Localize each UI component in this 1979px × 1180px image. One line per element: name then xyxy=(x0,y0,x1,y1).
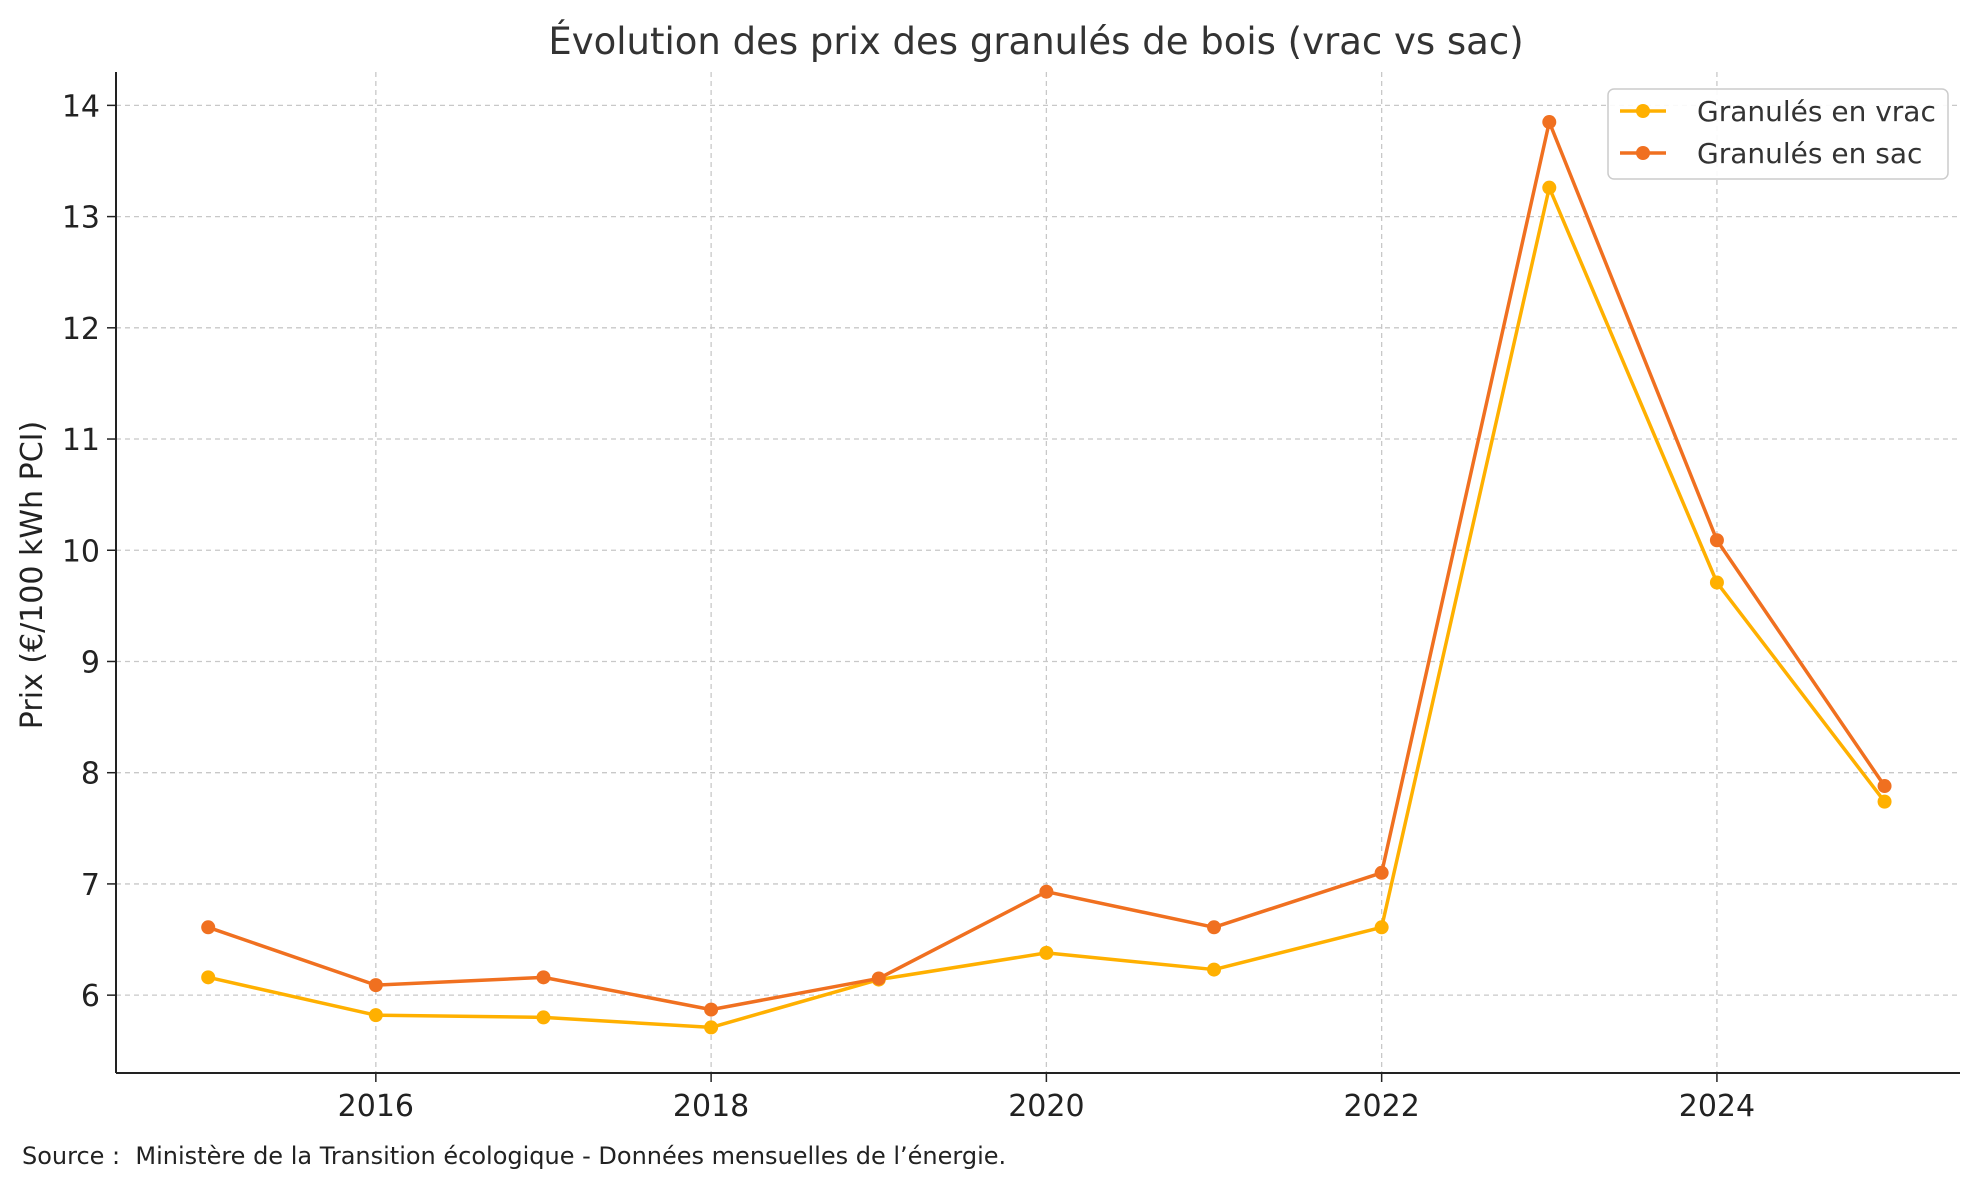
data-point xyxy=(1709,533,1724,548)
data-point xyxy=(1039,945,1054,960)
data-point xyxy=(368,978,383,993)
data-point xyxy=(871,971,886,986)
legend-marker-1 xyxy=(1636,146,1650,160)
legend-label-0: Granulés en vrac xyxy=(1697,95,1936,128)
data-point xyxy=(1374,865,1389,880)
data-point xyxy=(368,1008,383,1023)
data-point xyxy=(1542,180,1557,195)
legend: Granulés en vrac Granulés en sac xyxy=(1607,88,1949,180)
legend-box xyxy=(1607,88,1949,180)
data-point xyxy=(1709,575,1724,590)
y-tick-label: 9 xyxy=(81,645,100,680)
grid-lines xyxy=(116,72,1960,1073)
x-tick-label: 2016 xyxy=(338,1089,414,1124)
data-point xyxy=(536,970,551,985)
data-point xyxy=(201,970,216,985)
y-tick-label: 14 xyxy=(62,89,100,124)
y-tick-label: 12 xyxy=(62,312,100,347)
data-point xyxy=(704,1002,719,1017)
data-series xyxy=(201,115,1892,1035)
data-point xyxy=(1207,920,1222,935)
x-tick-label: 2024 xyxy=(1679,1089,1755,1124)
data-point xyxy=(1374,920,1389,935)
data-point xyxy=(536,1010,551,1025)
data-point xyxy=(1542,115,1557,130)
y-tick-label: 8 xyxy=(81,757,100,792)
source-note: Source : Ministère de la Transition écol… xyxy=(22,1142,1007,1170)
legend-label-1: Granulés en sac xyxy=(1697,137,1922,170)
y-tick-label: 13 xyxy=(62,201,100,236)
legend-marker-0 xyxy=(1636,104,1650,118)
data-point xyxy=(704,1020,719,1035)
y-tick-label: 6 xyxy=(81,979,100,1014)
data-point xyxy=(1039,884,1054,899)
x-tick-label: 2022 xyxy=(1343,1089,1419,1124)
data-point xyxy=(1877,779,1892,794)
data-point xyxy=(1207,962,1222,977)
y-axis-label: Prix (€/100 kWh PCI) xyxy=(15,421,50,729)
axes xyxy=(107,72,1960,1082)
chart-title: Évolution des prix des granulés de bois … xyxy=(548,19,1523,63)
x-tick-label: 2020 xyxy=(1008,1089,1084,1124)
y-tick-label: 11 xyxy=(62,423,100,458)
data-point xyxy=(201,920,216,935)
tick-labels: 6 7 8 9 10 11 12 13 14 2016 2018 2020 2022 2024 xyxy=(62,89,1755,1124)
y-tick-label: 7 xyxy=(81,868,100,903)
x-tick-label: 2018 xyxy=(673,1089,749,1124)
y-tick-label: 10 xyxy=(62,534,100,569)
data-point xyxy=(1877,794,1892,809)
